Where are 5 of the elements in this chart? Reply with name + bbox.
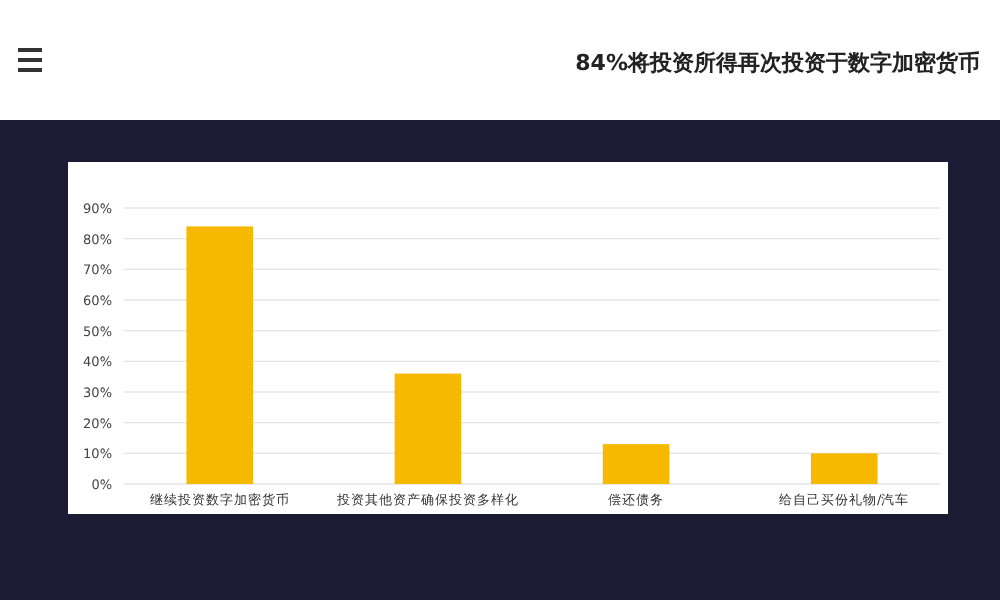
bar [602,444,670,484]
bar [810,453,878,484]
bar [394,373,462,484]
chart-title: 84%将投资所得再次投资于数字加密货币 [575,50,980,76]
bar [186,226,254,484]
